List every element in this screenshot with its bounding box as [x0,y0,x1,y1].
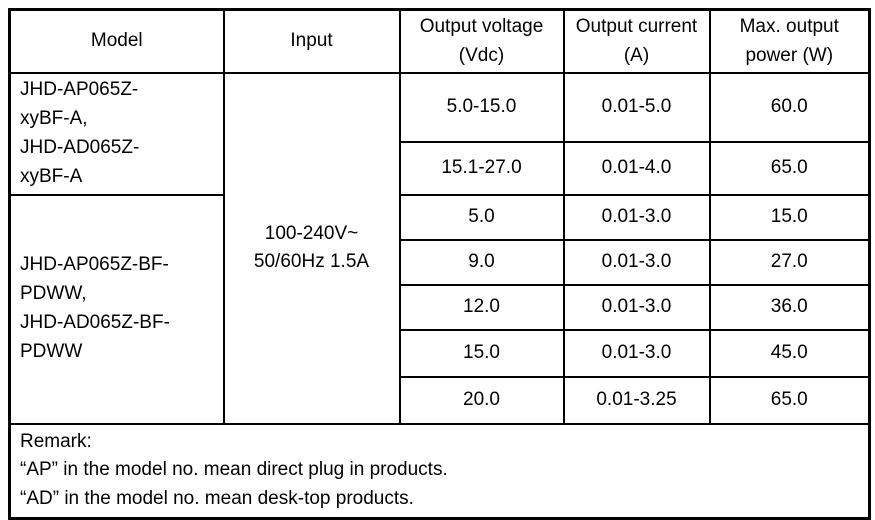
col-header-output-voltage: Output voltage (Vdc) [398,8,565,74]
table-row: 15.1-27.0 0.01-4.0 65.0 [10,140,871,196]
output-current-value: 0.01-3.25 [562,375,711,425]
max-power-value: 15.0 [708,193,871,241]
col-header-output-current: Output current (A) [562,8,711,74]
header-row: Model Input Output voltage (Vdc) Output … [8,8,871,74]
remark-row: Remark: “AP” in the model no. mean direc… [8,422,871,520]
table-row: 9.0 0.01-3.0 27.0 [10,238,871,286]
table-row: 12.0 0.01-3.0 36.0 [10,283,871,331]
table-row: 20.0 0.01-3.25 65.0 [10,375,871,425]
col-header-model: Model [8,8,225,74]
remark-line-ap: “AP” in the model no. mean direct plug i… [20,459,448,480]
output-voltage-value: 15.0 [398,328,565,378]
output-current-value: 0.01-3.0 [562,328,711,378]
col-header-max-output-power: Max. output power (W) [708,8,871,74]
output-voltage-value: 9.0 [398,238,565,286]
max-power-value: 65.0 [708,375,871,425]
output-voltage-value: 15.1-27.0 [398,140,565,196]
output-current-value: 0.01-3.0 [562,283,711,331]
output-current-value: 0.01-4.0 [562,140,711,196]
power-spec-table: Model Input Output voltage (Vdc) Output … [8,8,871,520]
col-header-input: Input [222,8,401,74]
table-row: 15.0 0.01-3.0 45.0 [10,328,871,378]
max-power-value: 45.0 [708,328,871,378]
document-page: Model Input Output voltage (Vdc) Output … [8,8,871,520]
output-voltage-value: 5.0-15.0 [398,72,565,143]
output-voltage-value: 20.0 [398,375,565,425]
remark-title: Remark: [20,430,92,452]
output-current-value: 0.01-5.0 [562,72,711,143]
output-current-value: 0.01-3.0 [562,238,711,286]
remark-cell: Remark: “AP” in the model no. mean direc… [8,422,871,520]
remark-line-ad: “AD” in the model no. mean desk-top prod… [20,487,414,509]
model-group-1: JHD-AP065Z- xyBF-A, JHD-AD065Z- xyBF-A [8,72,225,196]
table-row: JHD-AP065Z-BF- PDWW, JHD-AD065Z-BF- PDWW… [8,193,871,425]
input-value: 100-240V~ 50/60Hz 1.5A [222,72,401,425]
output-voltage-value: 12.0 [398,283,565,331]
table-row: JHD-AP065Z- xyBF-A, JHD-AD065Z- xyBF-A 1… [8,72,871,425]
output-current-value: 0.01-3.0 [562,193,711,241]
model-group-2: JHD-AP065Z-BF- PDWW, JHD-AD065Z-BF- PDWW [8,193,225,425]
max-power-value: 27.0 [708,238,871,286]
max-power-value: 65.0 [708,140,871,196]
max-power-value: 60.0 [708,72,871,143]
output-voltage-value: 5.0 [398,193,565,241]
max-power-value: 36.0 [708,283,871,331]
